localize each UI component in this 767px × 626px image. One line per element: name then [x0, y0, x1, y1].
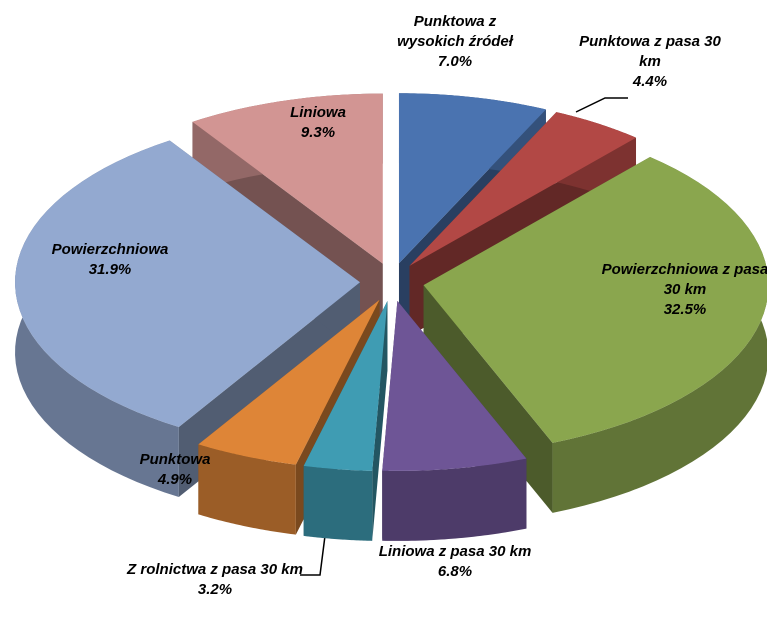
category-label: Punktowa z wysokich źródeł [397, 13, 513, 50]
value-label: 4.9% [157, 471, 193, 488]
slice-label: Z rolnictwa z pasa 30 km 3.2% [115, 560, 315, 600]
slice-label: Punktowa z pasa 30 km 4.4% [575, 32, 725, 92]
value-label: 31.9% [88, 261, 132, 278]
slice [382, 300, 527, 541]
category-label: Liniowa [290, 104, 346, 121]
slice [303, 300, 388, 541]
slice-top [303, 300, 388, 471]
slice-label: Powierzchniowa 31.9% [20, 240, 200, 280]
slice-side [198, 444, 296, 535]
slice-top [382, 300, 527, 471]
slice-label: Liniowa 9.3% [268, 103, 368, 143]
slice-label: Powierzchniowa z pasa 30 km 32.5% [600, 260, 767, 320]
value-label: 4.4% [632, 73, 668, 90]
category-label: Powierzchniowa [51, 241, 169, 258]
value-label: 32.5% [663, 301, 707, 318]
category-label: Z rolnictwa z pasa 30 km [127, 561, 303, 578]
leader-line [575, 97, 628, 113]
category-label: Punktowa z pasa 30 km [579, 33, 721, 70]
slice-side [382, 458, 527, 541]
leader-line [300, 527, 327, 576]
slice [423, 156, 767, 513]
slice-label: Punktowa 4.9% [115, 450, 235, 490]
slice-top [409, 112, 637, 266]
slice-top [398, 93, 546, 264]
value-label: 7.0% [437, 53, 473, 70]
slice-top [198, 299, 380, 465]
value-label: 6.8% [437, 563, 473, 580]
slice-side [303, 465, 373, 541]
value-label: 3.2% [197, 581, 233, 598]
category-label: Liniowa z pasa 30 km [378, 543, 532, 560]
slice-label: Punktowa z wysokich źródeł 7.0% [380, 12, 530, 72]
slice-top [423, 156, 767, 443]
category-label: Punktowa [139, 451, 211, 468]
slice-label: Liniowa z pasa 30 km 6.8% [370, 542, 540, 582]
slice-top [15, 140, 361, 427]
slice-top [192, 93, 383, 264]
value-label: 9.3% [300, 124, 336, 141]
category-label: Powierzchniowa z pasa 30 km [601, 261, 767, 298]
